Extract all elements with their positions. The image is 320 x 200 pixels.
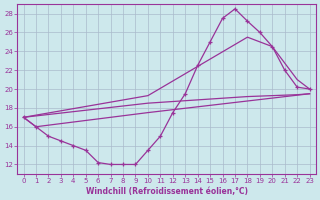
X-axis label: Windchill (Refroidissement éolien,°C): Windchill (Refroidissement éolien,°C) [85, 187, 248, 196]
